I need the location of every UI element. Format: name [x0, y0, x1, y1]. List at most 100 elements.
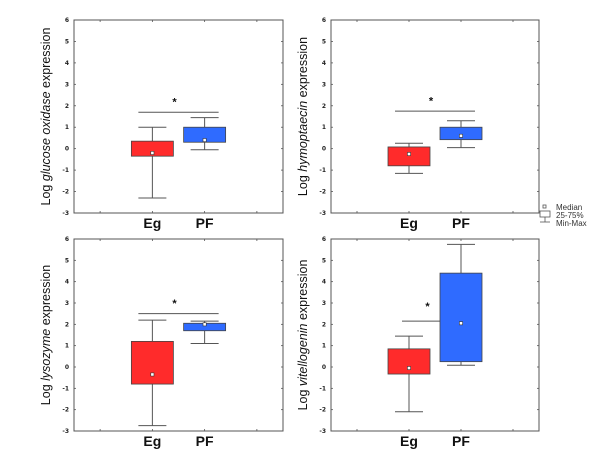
y-tick-label: 4: [65, 60, 69, 67]
y-tick-label: 0: [322, 364, 326, 371]
y-tick-label: -2: [62, 189, 69, 196]
y-axis-label-gene: glucose oxidase: [39, 91, 53, 181]
y-axis-label: Log glucose oxidase expression: [39, 27, 53, 205]
legend-box-icon: [539, 210, 551, 218]
y-tick-label: 6: [65, 17, 69, 24]
y-tick-label: -3: [319, 210, 326, 217]
y-axis-label-prefix: Log: [296, 172, 310, 196]
significance-star: *: [429, 95, 434, 107]
iqr-box: [439, 272, 483, 363]
y-tick-label: 2: [65, 103, 69, 110]
box-eg: [387, 335, 431, 413]
x-category-label-eg: Eg: [143, 215, 161, 231]
median-marker: [202, 138, 207, 142]
legend: Median 25-75% Min-Max: [539, 203, 587, 228]
box-eg: [387, 142, 431, 174]
y-axis-label-prefix: Log: [39, 181, 53, 205]
iqr-box: [130, 140, 174, 157]
y-tick-label: 3: [65, 81, 69, 88]
y-tick-label: -2: [319, 189, 326, 196]
y-tick-label: -3: [62, 210, 69, 217]
significance-star: *: [172, 298, 177, 310]
box-plot-panel-1: 6 5 4 3 2 1 0 -1 -2 -3 Log glucose oxidase express…: [39, 17, 284, 231]
y-tick-label: 6: [322, 17, 326, 24]
x-category-label-pf: PF: [452, 433, 470, 449]
box-pf: [183, 320, 227, 345]
y-tick-label: 1: [65, 124, 69, 131]
y-tick-label: 0: [322, 146, 326, 153]
median-marker: [459, 321, 463, 326]
legend-box-label: 25-75%: [556, 211, 584, 220]
median-marker: [150, 151, 155, 155]
median-marker: [150, 372, 155, 377]
box-pf: [439, 243, 483, 366]
plot-frame: [73, 19, 284, 214]
y-tick-label: 3: [322, 81, 326, 88]
plot-frame: [330, 238, 540, 432]
y-tick-label: 2: [65, 321, 69, 328]
y-axis-label-suffix: expression: [296, 37, 310, 101]
y-axis-label: Log lysozyme expression: [39, 265, 53, 405]
x-category-label-eg: Eg: [143, 433, 161, 449]
y-tick-label: -3: [62, 428, 69, 435]
y-tick-label: 2: [322, 321, 326, 328]
x-category-label-pf: PF: [196, 215, 214, 231]
y-axis-label-prefix: Log: [296, 386, 310, 410]
y-tick-label: 5: [65, 257, 69, 264]
y-tick-label: 0: [65, 364, 69, 371]
y-tick-label: 0: [65, 146, 69, 153]
y-tick-label: 1: [322, 124, 326, 131]
y-axis-label-prefix: Log: [39, 381, 53, 405]
y-tick-label: -1: [319, 167, 326, 174]
y-tick-label: 4: [65, 279, 69, 286]
box-pf: [183, 117, 227, 151]
box-plot-panel-4: 6 5 4 3 2 1 0 -1 -2 -3 Log vitellogenin expression…: [296, 236, 540, 449]
legend-median-label: Median: [556, 203, 582, 212]
y-tick-label: 4: [322, 279, 326, 286]
plot-frame: [73, 238, 284, 432]
y-tick-label: 5: [322, 257, 326, 264]
y-axis-label-gene: hymoptaecin: [296, 101, 310, 172]
y-tick-label: -3: [319, 428, 326, 435]
box-eg: [130, 126, 174, 199]
y-tick-label: 1: [65, 343, 69, 350]
x-category-label-eg: Eg: [400, 215, 418, 231]
y-tick-label: 4: [322, 60, 326, 67]
y-axis-label: Log vitellogenin expression: [296, 260, 310, 411]
box-eg: [130, 319, 174, 427]
legend-whisker-label: Min-Max: [556, 219, 587, 228]
median-marker: [407, 366, 411, 370]
y-tick-label: -1: [319, 385, 326, 392]
y-tick-label: -2: [319, 407, 326, 414]
y-axis-label-suffix: expression: [296, 260, 310, 324]
box-pf: [439, 120, 483, 149]
iqr-box: [387, 146, 431, 167]
legend-median-icon: [542, 204, 547, 209]
y-tick-label: -1: [62, 167, 69, 174]
y-axis-label-suffix: expression: [39, 27, 53, 91]
median-marker: [202, 322, 207, 327]
y-tick-label: 3: [65, 300, 69, 307]
plot-frame: [330, 19, 540, 214]
x-category-label-pf: PF: [452, 215, 470, 231]
median-marker: [407, 152, 411, 156]
y-tick-label: 1: [322, 343, 326, 350]
y-axis-label-suffix: expression: [39, 265, 53, 329]
y-tick-label: -1: [62, 385, 69, 392]
y-tick-label: -2: [62, 407, 69, 414]
x-category-label-eg: Eg: [400, 433, 418, 449]
y-tick-label: 5: [65, 38, 69, 45]
significance-star: *: [425, 301, 430, 313]
iqr-box: [439, 126, 483, 141]
iqr-box: [183, 126, 227, 143]
y-axis-label-gene: lysozyme: [39, 329, 53, 381]
y-tick-label: 6: [322, 236, 326, 243]
iqr-box: [387, 348, 431, 375]
y-tick-label: 3: [322, 300, 326, 307]
box-plot-panel-2: 6 5 4 3 2 1 0 -1 -2 -3 Log hymoptaecin expression E…: [296, 17, 540, 231]
iqr-box: [130, 340, 174, 385]
y-tick-label: 2: [322, 103, 326, 110]
significance-star: *: [172, 96, 177, 108]
y-tick-label: 6: [65, 236, 69, 243]
